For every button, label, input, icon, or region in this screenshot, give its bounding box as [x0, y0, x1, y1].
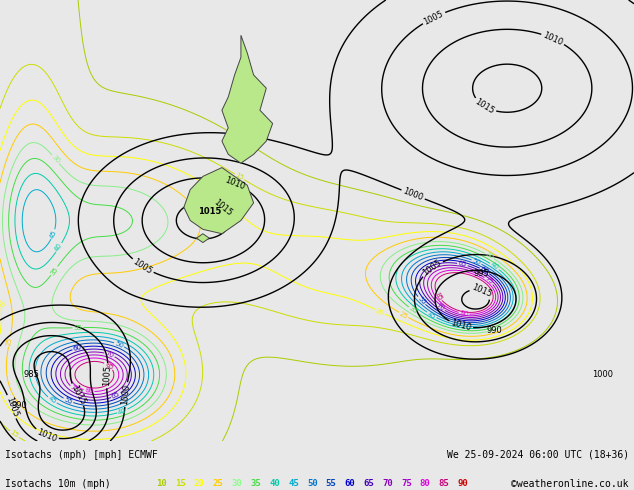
Text: 1010: 1010 — [541, 30, 564, 47]
Text: 60: 60 — [72, 344, 83, 352]
Text: 25: 25 — [213, 479, 224, 488]
Text: 1015: 1015 — [470, 282, 493, 299]
Text: 10: 10 — [157, 479, 167, 488]
Text: 20: 20 — [375, 307, 385, 316]
Text: 60: 60 — [479, 266, 490, 276]
Text: 65: 65 — [363, 479, 374, 488]
Text: 15: 15 — [175, 479, 186, 488]
Text: 15: 15 — [234, 172, 245, 182]
Text: 45: 45 — [47, 395, 58, 405]
Text: 50: 50 — [307, 479, 318, 488]
Text: 20: 20 — [194, 479, 205, 488]
Text: 50: 50 — [471, 257, 482, 267]
Text: 75: 75 — [484, 275, 494, 286]
Text: 1015: 1015 — [69, 383, 87, 406]
Text: 65: 65 — [111, 391, 121, 400]
Polygon shape — [184, 168, 254, 234]
Text: 30: 30 — [231, 479, 242, 488]
Text: ©weatheronline.co.uk: ©weatheronline.co.uk — [512, 479, 629, 489]
Text: 15: 15 — [9, 429, 20, 440]
Text: 1010: 1010 — [223, 175, 246, 192]
Text: 1015: 1015 — [198, 207, 221, 216]
Text: Isotachs 10m (mph): Isotachs 10m (mph) — [5, 479, 111, 489]
Text: Isotachs (mph) [mph] ECMWF: Isotachs (mph) [mph] ECMWF — [5, 450, 158, 460]
Text: 55: 55 — [417, 295, 427, 306]
Text: 70: 70 — [105, 350, 115, 359]
Text: 55: 55 — [326, 479, 337, 488]
Text: 90: 90 — [458, 479, 468, 488]
Text: 1015: 1015 — [212, 197, 234, 218]
Polygon shape — [197, 234, 209, 243]
Text: 80: 80 — [84, 387, 94, 394]
Text: 85: 85 — [434, 291, 444, 301]
Text: 45: 45 — [427, 310, 437, 320]
Text: 70: 70 — [382, 479, 393, 488]
Text: 1015: 1015 — [474, 97, 496, 116]
Text: 990: 990 — [11, 401, 27, 410]
Text: 75: 75 — [69, 384, 80, 394]
Text: 35: 35 — [408, 305, 418, 315]
Text: 60: 60 — [344, 479, 355, 488]
Text: 1005: 1005 — [4, 395, 20, 418]
Text: 25: 25 — [6, 337, 13, 346]
Text: 45: 45 — [49, 229, 58, 240]
Text: 990: 990 — [487, 326, 502, 335]
Text: 65: 65 — [457, 261, 467, 268]
Text: 1000: 1000 — [120, 384, 131, 406]
Text: 40: 40 — [269, 479, 280, 488]
Text: 1010: 1010 — [450, 318, 472, 333]
Text: 70: 70 — [435, 302, 446, 313]
Polygon shape — [222, 35, 273, 163]
Text: 75: 75 — [401, 479, 411, 488]
Text: 30: 30 — [484, 251, 495, 261]
Text: 985: 985 — [23, 370, 40, 379]
Text: 40: 40 — [54, 242, 64, 253]
Text: 35: 35 — [74, 324, 82, 331]
Text: 25: 25 — [398, 310, 409, 319]
Text: 10: 10 — [247, 141, 257, 151]
Text: 35: 35 — [250, 479, 261, 488]
Text: 1000: 1000 — [402, 187, 425, 202]
Text: 1000: 1000 — [592, 370, 613, 379]
Text: 1005: 1005 — [131, 257, 154, 276]
Text: 40: 40 — [489, 261, 500, 271]
Text: 1010: 1010 — [36, 427, 58, 443]
Text: 35: 35 — [49, 266, 60, 276]
Text: 80: 80 — [459, 310, 469, 317]
Text: 1005: 1005 — [421, 258, 443, 278]
Text: 30: 30 — [51, 154, 61, 165]
Text: 995: 995 — [474, 269, 489, 278]
Text: 1005: 1005 — [422, 9, 445, 26]
Text: We 25-09-2024 06:00 UTC (18+36): We 25-09-2024 06:00 UTC (18+36) — [447, 450, 629, 460]
Text: 85: 85 — [439, 479, 450, 488]
Text: 80: 80 — [420, 479, 430, 488]
Text: 85: 85 — [103, 361, 114, 371]
Text: 55: 55 — [63, 396, 74, 405]
Text: 50: 50 — [114, 340, 124, 349]
Text: 1005: 1005 — [102, 365, 112, 387]
Text: 20: 20 — [0, 298, 4, 308]
Text: 40: 40 — [117, 407, 127, 416]
Text: 45: 45 — [288, 479, 299, 488]
